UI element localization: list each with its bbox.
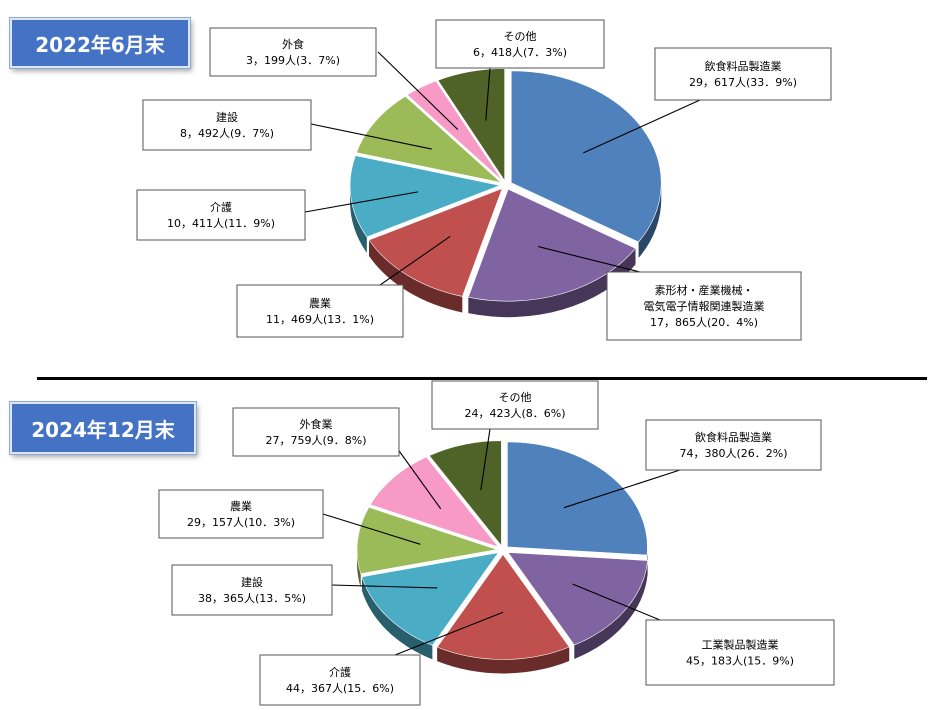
pie2-category-label-2: 工業製品製造業 xyxy=(702,638,779,652)
pie2-category-label-6: 外食業 xyxy=(300,417,333,431)
pie2-leader-line-4 xyxy=(331,584,438,589)
pie1-data-label-5: 8，492人(9．7%) xyxy=(180,127,274,140)
pie-chart-2: 飲食料品製造業 74，380人(26．2%) 工業製品製造業 45，183人(15．9… xyxy=(158,380,835,706)
pie1-slice-side-1 xyxy=(638,182,662,258)
pie1-slice-side-3 xyxy=(369,240,463,313)
pie1-data-label-3: 11，469人(13．1%) xyxy=(266,313,374,326)
pie1-category-label-7: その他 xyxy=(504,30,537,43)
pie1-leader-line-7 xyxy=(485,67,491,121)
pie2-callout-box-5 xyxy=(158,489,324,539)
pie2-data-label-6: 27，759人(9．8%) xyxy=(265,434,366,447)
pie2-callout-box-4 xyxy=(171,564,333,616)
pie1-callout-box-1 xyxy=(654,47,832,101)
pie2-slice-1 xyxy=(507,441,648,556)
pie1-data-label-2: 17，865人(20．4%) xyxy=(650,316,758,329)
pie2-slice-5 xyxy=(356,506,498,574)
pie1-slice-2 xyxy=(467,188,637,302)
pie-chart-1: 飲食料品製造業 29，617人(33．9%) 素形材・産業機械・電気電子情報関連製造… xyxy=(136,19,832,341)
pie1-category-label-2: 素形材・産業機械・ xyxy=(655,283,754,297)
pie2-slice-side-5 xyxy=(357,549,361,588)
pie2-category-label-4: 建設 xyxy=(241,575,263,589)
pie1-callout-box-3 xyxy=(236,284,404,338)
pie1-leader-line-3 xyxy=(379,235,451,286)
pie2-leader-line-2 xyxy=(572,583,661,621)
pie1-category-label-5: 建設 xyxy=(216,110,238,124)
pie1-data-label-7: 6，418人(7．3%) xyxy=(473,46,567,59)
pie1-leader-line-1 xyxy=(583,99,701,154)
pie2-data-label-3: 44，367人(15．6%) xyxy=(286,682,394,695)
period-badge-2024: 2024年12月末 xyxy=(10,402,196,454)
pie1-category-label-3: 農業 xyxy=(309,296,331,310)
pie2-callout-box-1 xyxy=(645,419,822,471)
pie2-callout-box-7 xyxy=(431,380,599,430)
pie1-slice-side-2 xyxy=(468,248,636,318)
pie2-slice-3 xyxy=(436,553,570,660)
pie2-data-label-5: 29，157人(10．3%) xyxy=(187,516,295,529)
pie1-slice-6 xyxy=(406,80,503,182)
pie2-data-label-1: 74，380人(26．2%) xyxy=(679,447,787,460)
pie2-slice-side-4 xyxy=(361,576,433,660)
pie2-category-label-1: 飲食料品製造業 xyxy=(695,430,772,444)
pie2-leader-line-1 xyxy=(563,469,681,509)
pie1-leader-line-2 xyxy=(538,246,641,273)
pie2-category-label-7: その他 xyxy=(499,391,532,404)
pie1-category-label-1: 飲食料品製造業 xyxy=(705,59,782,73)
pie1-slice-side-4 xyxy=(350,185,367,253)
pie2-data-label-4: 38，365人(13．5%) xyxy=(198,592,306,605)
pie1-callout-box-6 xyxy=(209,27,377,77)
pie1-leader-line-5 xyxy=(310,123,432,150)
pie1-category-label-6: 外食 xyxy=(282,37,304,51)
pie1-slice-5 xyxy=(355,95,502,184)
pie2-data-label-2: 45，183人(15．9%) xyxy=(686,655,794,668)
pie1-category-label-4: 介護 xyxy=(210,200,232,214)
pie2-slice-side-2 xyxy=(574,560,648,659)
pie2-callout-box-3 xyxy=(259,654,421,706)
pie1-slice-4 xyxy=(349,155,502,238)
pie1-callout-box-5 xyxy=(142,99,312,151)
pie2-category-label-3: 介護 xyxy=(329,665,351,679)
pie2-leader-line-7 xyxy=(480,428,491,491)
pie2-leader-line-6 xyxy=(396,447,442,510)
pie1-slice-1 xyxy=(510,70,662,243)
pie1-callout-box-4 xyxy=(136,189,306,241)
pie1-callout-box-7 xyxy=(435,19,605,69)
pie2-leader-line-3 xyxy=(394,611,504,656)
pie2-slice-6 xyxy=(369,456,500,548)
pie1-leader-line-4 xyxy=(304,191,419,213)
pie2-slice-7 xyxy=(428,440,502,547)
pie2-callout-box-6 xyxy=(232,407,400,457)
section-divider xyxy=(37,377,927,380)
pie1-category-label-2: 電気電子情報関連製造業 xyxy=(644,299,765,313)
pie1-data-label-1: 29，617人(33．9%) xyxy=(689,76,797,89)
pie1-data-label-4: 10，411人(11．9%) xyxy=(167,217,275,230)
pie1-data-label-6: 3，199人(3．7%) xyxy=(246,54,340,67)
pie2-slice-2 xyxy=(507,552,648,646)
pie2-slice-side-3 xyxy=(437,646,570,674)
pie2-callout-box-2 xyxy=(645,619,835,686)
pie2-leader-line-5 xyxy=(322,513,421,545)
pie1-leader-line-6 xyxy=(377,51,459,130)
pie2-data-label-7: 24，423人(8．6%) xyxy=(464,407,565,420)
pie1-callout-box-2 xyxy=(606,271,802,341)
pie2-category-label-5: 農業 xyxy=(230,499,252,513)
period-badge-2022: 2022年6月末 xyxy=(10,18,190,68)
